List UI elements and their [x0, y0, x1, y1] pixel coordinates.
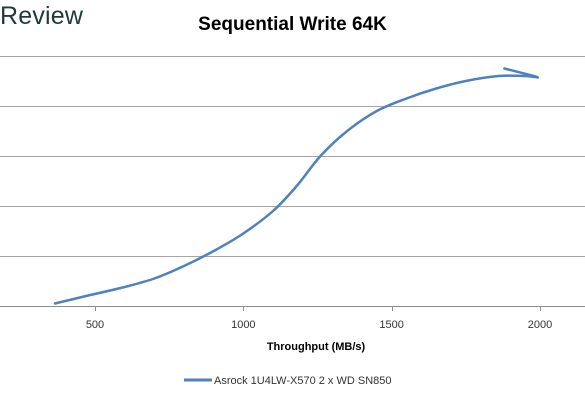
- series-line: [53, 67, 540, 305]
- x-tick-label: 1000: [231, 319, 255, 331]
- x-axis-label: Throughput (MB/s): [267, 341, 366, 353]
- brand-logo-text: Review: [0, 2, 84, 30]
- legend-label: Asrock 1U4LW-X570 2 x WD SN850: [214, 375, 392, 387]
- x-tick-label: 1500: [379, 319, 403, 331]
- x-axis-ticks: 500 1000 1500 2000: [86, 306, 552, 331]
- x-tick-label: 500: [86, 319, 104, 331]
- legend: Asrock 1U4LW-X570 2 x WD SN850: [184, 375, 392, 387]
- x-tick-label: 2000: [528, 319, 552, 331]
- chart-title: Sequential Write 64K: [198, 14, 387, 35]
- gridlines: [0, 56, 585, 307]
